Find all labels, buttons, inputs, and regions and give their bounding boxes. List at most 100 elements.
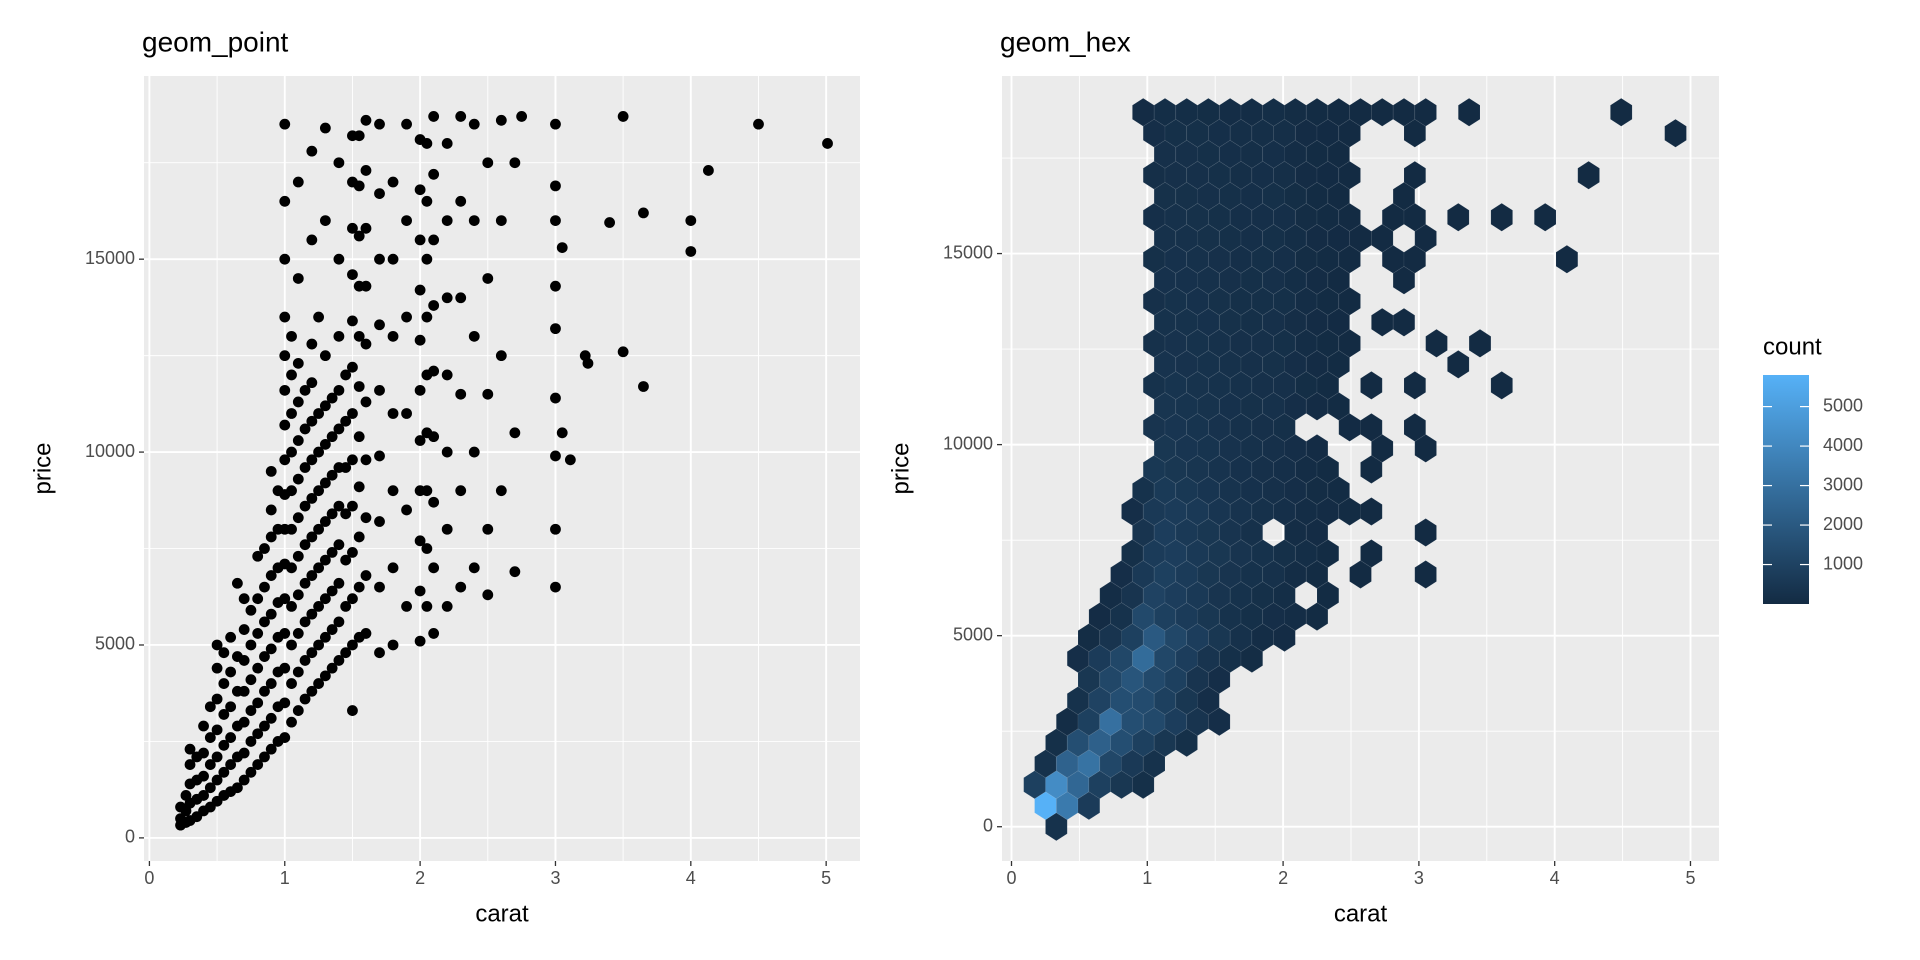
point — [347, 705, 358, 716]
y-tick-label: 5000 — [95, 634, 135, 654]
point — [218, 647, 230, 659]
point — [556, 242, 568, 254]
point — [401, 601, 412, 612]
point — [265, 712, 277, 724]
point — [319, 516, 331, 527]
point — [313, 408, 325, 419]
point — [252, 697, 264, 709]
y-tick-label: 5000 — [953, 624, 993, 644]
hex-bin — [1360, 497, 1383, 526]
point — [333, 253, 345, 265]
point — [360, 280, 372, 292]
x-axis-title: carat — [1334, 900, 1388, 927]
point — [198, 770, 209, 782]
point — [374, 647, 385, 659]
point — [414, 635, 426, 647]
point — [218, 766, 230, 778]
point — [360, 628, 372, 639]
point — [286, 330, 297, 342]
point — [184, 759, 196, 770]
point — [550, 215, 561, 227]
point — [374, 384, 385, 396]
point — [482, 157, 494, 169]
point — [279, 697, 291, 709]
point — [353, 481, 365, 493]
point — [286, 562, 297, 574]
point — [292, 628, 304, 639]
point — [582, 357, 594, 369]
point — [550, 323, 561, 335]
point — [259, 651, 270, 662]
hex-bin — [1447, 202, 1470, 232]
point — [353, 581, 365, 593]
point — [279, 350, 291, 362]
y-tick-label: 10000 — [85, 441, 135, 461]
point — [259, 720, 270, 732]
point — [421, 485, 433, 497]
point — [319, 122, 331, 134]
point — [306, 531, 318, 543]
point — [353, 230, 365, 242]
point — [617, 111, 629, 122]
point — [225, 631, 237, 643]
point — [421, 138, 433, 149]
point — [299, 384, 311, 396]
point — [414, 184, 426, 196]
point — [319, 593, 331, 605]
point — [340, 508, 352, 520]
chart-title: geom_point — [142, 26, 289, 57]
point — [265, 678, 277, 689]
point — [360, 454, 372, 466]
point — [333, 577, 345, 589]
point — [225, 666, 237, 678]
point — [414, 435, 426, 446]
point — [347, 639, 358, 651]
point — [353, 431, 365, 443]
point — [313, 678, 325, 689]
point — [279, 195, 291, 207]
point — [550, 180, 561, 192]
point — [495, 485, 507, 497]
point — [428, 628, 440, 639]
point — [326, 392, 338, 404]
point — [211, 751, 223, 763]
point — [550, 118, 561, 130]
point — [822, 138, 833, 149]
point — [401, 408, 412, 419]
hex-bin — [1555, 244, 1579, 274]
legend-label: 4000 — [1823, 435, 1863, 455]
point — [204, 701, 216, 713]
hex-bin — [1490, 370, 1513, 400]
chart-title: geom_hex — [1000, 26, 1131, 57]
point — [313, 485, 325, 497]
point — [421, 195, 433, 207]
point — [313, 601, 325, 612]
point — [259, 581, 270, 593]
point — [414, 384, 426, 396]
point — [360, 338, 372, 350]
point — [225, 759, 237, 770]
point — [441, 292, 453, 304]
point — [468, 562, 480, 574]
legend-label: 5000 — [1823, 395, 1863, 415]
point — [306, 338, 318, 350]
point — [387, 330, 399, 342]
point — [279, 384, 291, 396]
point — [428, 562, 440, 574]
point — [387, 485, 399, 497]
point — [468, 215, 480, 227]
point — [204, 782, 216, 794]
point — [421, 253, 433, 265]
point — [347, 454, 358, 466]
point — [421, 543, 433, 554]
point — [482, 273, 494, 284]
point — [374, 450, 385, 462]
point — [286, 369, 297, 381]
point — [326, 662, 338, 674]
point — [326, 624, 338, 635]
point — [753, 118, 764, 130]
point — [279, 732, 291, 743]
point — [245, 639, 257, 651]
point — [265, 570, 277, 581]
